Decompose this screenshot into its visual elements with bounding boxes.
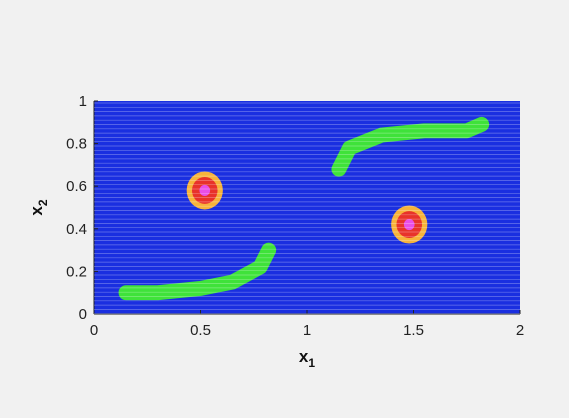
y-tick-label: 0.8	[66, 136, 87, 153]
blob-2-magenta	[403, 218, 415, 231]
y-axis-label: x2	[27, 199, 50, 215]
y-tick-label: 0.2	[66, 263, 87, 280]
y-axis-ticks: 0 0.2 0.4 0.6 0.8 1	[66, 93, 98, 323]
x-axis-label-sub: 1	[308, 356, 315, 370]
y-axis-label-base: x	[27, 206, 46, 216]
y-axis-label-sub: 2	[36, 199, 50, 206]
x-tick-label: 0	[90, 322, 98, 339]
x-tick-label: 1.5	[403, 322, 424, 339]
y-tick-label: 0.4	[66, 221, 87, 238]
blob-1-magenta	[199, 184, 211, 197]
row-bands	[94, 102, 520, 315]
green-arc-2	[118, 242, 277, 301]
blob-layers	[186, 171, 428, 244]
x-axis-label-base: x	[299, 347, 309, 366]
x-axis-label: x1	[299, 347, 315, 370]
y-tick-label: 0	[79, 306, 87, 323]
x-axis-ticks: 0 0.5 1 1.5 2	[90, 310, 524, 339]
green-arc-1	[331, 116, 490, 177]
x-tick-label: 0.5	[190, 322, 211, 339]
y-tick-label: 1	[79, 93, 87, 110]
y-tick-label: 0.6	[66, 178, 87, 195]
green-arcs	[118, 116, 490, 301]
x-tick-label: 1	[303, 322, 311, 339]
x-tick-label: 2	[516, 322, 524, 339]
